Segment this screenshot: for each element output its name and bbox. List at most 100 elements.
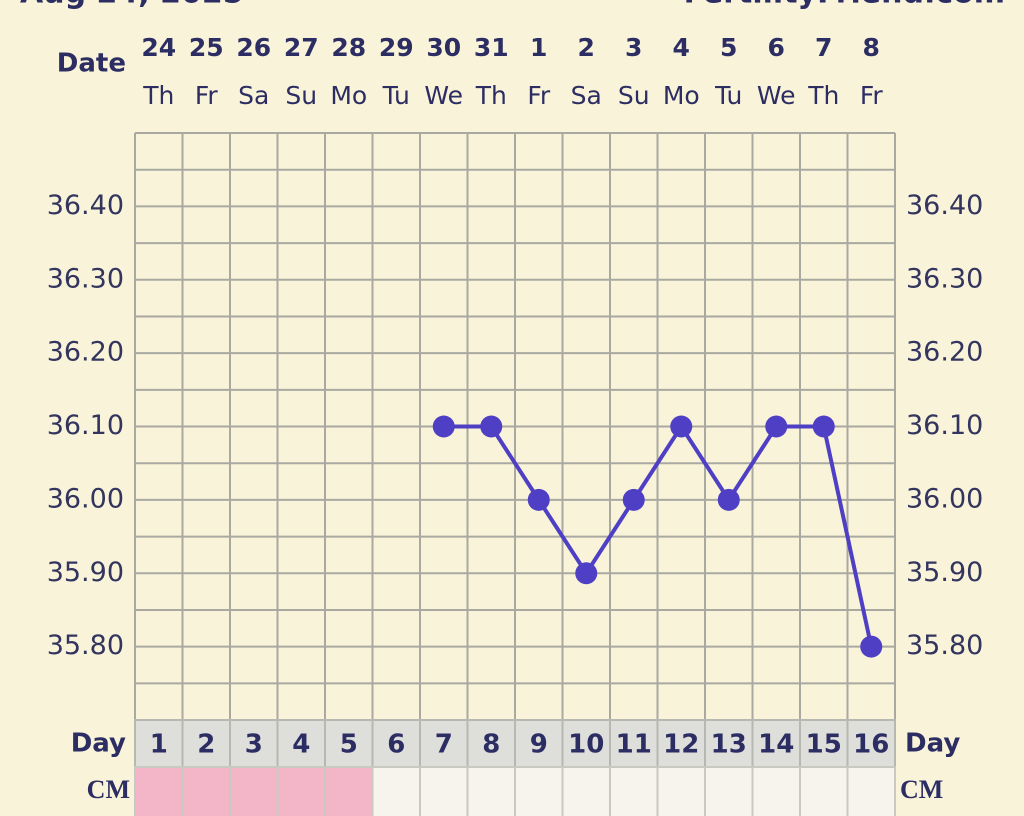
weekday-label: Tu (382, 81, 410, 110)
date-label: 5 (720, 33, 737, 62)
day-number: 8 (482, 730, 500, 760)
temperature-point (717, 488, 740, 511)
date-label: Date (57, 49, 126, 79)
cm-label: CM (87, 775, 130, 804)
cm-cell (419, 766, 469, 816)
y-tick-label: 36.20 (906, 337, 983, 368)
source: FertilityFriend.com (684, 0, 1005, 11)
cm-cell (704, 766, 754, 816)
date-label: 7 (815, 33, 832, 62)
cm-cell (751, 766, 801, 816)
weekday-label: Fr (195, 81, 219, 110)
chart-title: Aug 24, 2025 (20, 0, 244, 11)
weekday-label: Su (618, 81, 650, 110)
date-label: 2 (578, 33, 595, 62)
cm-cell (324, 766, 374, 816)
date-label: 29 (379, 33, 414, 62)
day-number: 3 (245, 730, 263, 760)
weekday-label: We (424, 81, 463, 110)
day-number: 1 (150, 730, 168, 760)
temperature-point (575, 562, 598, 585)
weekday-label: Mo (330, 81, 367, 110)
weekday-label: Su (285, 81, 317, 110)
temperature-point (860, 635, 883, 658)
date-label: 27 (284, 33, 319, 62)
day-number: 13 (711, 730, 747, 760)
date-label: 24 (141, 33, 176, 62)
date-label: 4 (673, 33, 690, 62)
day-number: 14 (758, 730, 794, 760)
date-label: 3 (625, 33, 642, 62)
day-number: 5 (340, 730, 358, 760)
y-tick-label: 35.80 (906, 630, 983, 661)
date-label: 25 (189, 33, 224, 62)
cm-cell (371, 766, 421, 816)
cm-cell (514, 766, 564, 816)
temperature-point (670, 415, 693, 438)
weekday-label: Th (807, 81, 839, 110)
y-tick-label: 35.90 (906, 557, 983, 588)
day-number: 7 (435, 730, 453, 760)
cm-cell (229, 766, 279, 816)
y-tick-label: 36.00 (906, 483, 983, 514)
weekday-label: Mo (663, 81, 700, 110)
day-label: Day (71, 729, 126, 759)
temperature-point (527, 488, 550, 511)
day-number: 9 (530, 730, 548, 760)
date-label: 26 (236, 33, 271, 62)
y-tick-label: 36.10 (47, 410, 124, 441)
weekday-label: Sa (571, 81, 602, 110)
weekday-label: Fr (527, 81, 551, 110)
y-tick-label: 36.20 (47, 337, 124, 368)
day-number: 4 (292, 730, 310, 760)
cm-cell (466, 766, 516, 816)
y-tick-label: 36.30 (906, 263, 983, 294)
day-cell (751, 719, 801, 768)
temperature-point (765, 415, 788, 438)
y-tick-label: 36.40 (47, 190, 124, 221)
date-label: 8 (863, 33, 880, 62)
day-number: 6 (387, 730, 405, 760)
day-cell (609, 719, 659, 768)
cm-cell (846, 766, 896, 816)
weekday-label: Th (475, 81, 507, 110)
day-number: 12 (663, 730, 699, 760)
temperature-point (432, 415, 455, 438)
day-cell (134, 719, 184, 768)
temperature-point (480, 415, 503, 438)
cm-cell (134, 766, 184, 816)
date-label: 28 (331, 33, 366, 62)
y-tick-label: 35.80 (47, 630, 124, 661)
day-cell (704, 719, 754, 768)
day-label: Day (905, 729, 960, 759)
weekday-label: Tu (714, 81, 742, 110)
y-tick-label: 36.00 (47, 483, 124, 514)
cm-label: CM (900, 775, 943, 804)
cm-cell (276, 766, 326, 816)
weekday-label: We (757, 81, 796, 110)
day-cell (466, 719, 516, 768)
date-label: 6 (768, 33, 785, 62)
day-cell (514, 719, 564, 768)
day-number: 10 (568, 730, 604, 760)
y-tick-label: 36.30 (47, 263, 124, 294)
temperature-point (812, 415, 835, 438)
date-label: 1 (530, 33, 547, 62)
temperature-line (443, 422, 874, 648)
weekday-label: Th (142, 81, 174, 110)
temperature-point (622, 488, 645, 511)
day-cell (656, 719, 706, 768)
cm-cell (609, 766, 659, 816)
y-tick-label: 35.90 (47, 557, 124, 588)
date-label: 31 (474, 33, 509, 62)
day-number: 15 (806, 730, 842, 760)
day-number: 2 (197, 730, 215, 760)
day-number: 11 (616, 730, 652, 760)
cm-cell (181, 766, 231, 816)
cm-cell (561, 766, 611, 816)
y-tick-label: 36.10 (906, 410, 983, 441)
weekday-label: Sa (238, 81, 269, 110)
y-tick-label: 36.40 (906, 190, 983, 221)
